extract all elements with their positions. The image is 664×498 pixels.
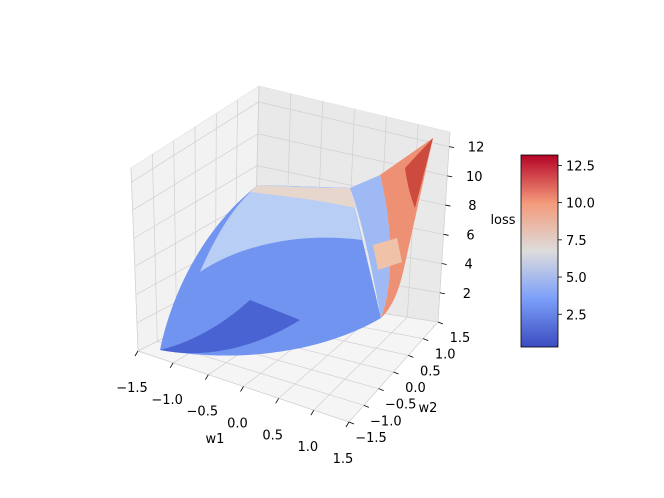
- colorbar-tick-label: 5.0: [566, 271, 587, 286]
- y-tick-mark: [363, 404, 369, 408]
- colorbar: 2.5 5.0 7.5 10.0 12.5: [520, 154, 595, 348]
- y-axis-label: w2: [419, 401, 438, 416]
- y-tick-label: −1.0: [370, 414, 402, 429]
- z-axis-label: loss: [490, 213, 515, 228]
- surface-right-trough: [350, 175, 391, 318]
- colorbar-ticks: 2.5 5.0 7.5 10.0 12.5: [558, 159, 595, 323]
- loss-surface: [160, 138, 433, 356]
- x-tick-label: 0.0: [227, 417, 248, 432]
- left-gridline-y: [130, 167, 139, 352]
- y-tick-label: −1.5: [355, 431, 387, 446]
- y-tick-mark: [378, 388, 384, 392]
- x-tick-mark: [204, 374, 209, 380]
- z-tick-label: 12: [468, 141, 485, 156]
- x-tick-label: 1.0: [297, 440, 318, 455]
- x-tick-label: 1.5: [333, 452, 354, 467]
- z-tick-mark: [443, 233, 449, 236]
- x-tick-mark: [310, 409, 315, 416]
- y-tick-mark: [393, 371, 399, 375]
- z-tick-mark: [448, 146, 455, 149]
- y-axis-ticks: −1.5 −1.0−0.5 0.0 0.51.0 1.5: [348, 321, 471, 446]
- surface-peak: [405, 138, 433, 208]
- y-tick-label: 0.5: [420, 364, 441, 379]
- y-tick-mark: [437, 321, 444, 325]
- colorbar-tick-label: 2.5: [566, 308, 587, 323]
- x-axis-ticks: −1.5−1.0 −0.5 0.0 0.5 1.0 1.5: [116, 350, 354, 467]
- z-tick-label: 10: [466, 170, 483, 185]
- z-tick-mark: [445, 204, 451, 207]
- z-gridline: [131, 101, 450, 183]
- left-gridline-y: [151, 154, 158, 342]
- x-tick-mark: [169, 362, 174, 369]
- surface-low-front: [160, 300, 300, 354]
- surface-crest: [250, 185, 356, 208]
- y-tick-label: 0.0: [405, 381, 426, 396]
- x-tick-mark: [240, 386, 244, 392]
- y-tick-label: 1.0: [435, 348, 456, 363]
- z-tick-mark: [439, 292, 445, 295]
- y-tick-label: −0.5: [385, 398, 417, 413]
- y-tick-mark: [348, 421, 355, 425]
- x-tick-label: −0.5: [187, 405, 219, 420]
- colorbar-tick-label: 10.0: [566, 197, 595, 212]
- x-tick-mark: [275, 398, 280, 404]
- colorbar-bar: [520, 154, 559, 348]
- y-tick-label: 1.5: [450, 331, 471, 346]
- z-gridline: [132, 133, 448, 211]
- surface-upper-band: [200, 185, 362, 272]
- z-tick-label: 4: [465, 258, 473, 273]
- colorbar-tick-label: 7.5: [566, 234, 587, 249]
- surface-notch: [373, 238, 402, 270]
- z-tick-label: 6: [466, 228, 474, 243]
- z-tick-label: 8: [468, 199, 476, 214]
- colorbar-tick-label: 12.5: [566, 159, 595, 174]
- x-tick-label: −1.0: [151, 393, 183, 408]
- x-tick-label: 0.5: [262, 428, 283, 443]
- x-axis-label: w1: [206, 432, 225, 447]
- y-tick-mark: [408, 354, 414, 358]
- x-tick-mark: [345, 421, 350, 428]
- y-tick-mark: [423, 338, 429, 342]
- z-axis-ticks: 2 4 6 8 10 12: [439, 141, 485, 302]
- x-tick-label: −1.5: [116, 381, 148, 396]
- z-tick-label: 2: [463, 287, 471, 302]
- z-tick-mark: [441, 263, 447, 265]
- z-tick-mark: [447, 175, 453, 178]
- x-tick-mark: [134, 350, 139, 357]
- back-gridline-x: [437, 131, 451, 323]
